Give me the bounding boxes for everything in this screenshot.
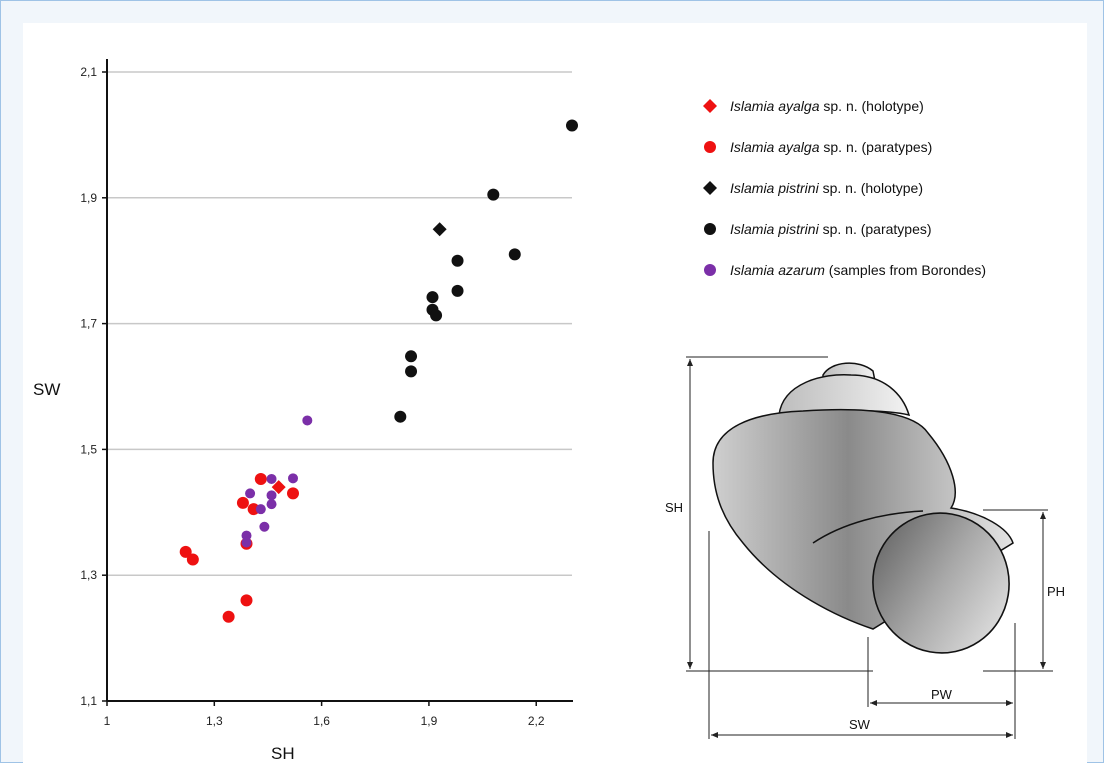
data-point	[430, 309, 443, 322]
sh-label: SH	[665, 500, 683, 515]
data-point	[451, 254, 464, 267]
data-point	[186, 553, 199, 566]
y-tick-label: 2,1	[80, 65, 97, 79]
shell-diagram: SH PH PW SW	[665, 356, 1065, 739]
data-point	[288, 473, 298, 484]
data-point	[426, 291, 439, 304]
y-tick-label: 1,5	[80, 442, 97, 456]
legend-entry-label: Islamia ayalga sp. n. (paratypes)	[730, 139, 932, 155]
data-point	[240, 594, 253, 607]
x-tick-label: 1	[104, 714, 111, 728]
pw-label: PW	[931, 687, 953, 702]
legend-marker	[704, 141, 716, 153]
y-tick-label: 1,3	[80, 568, 97, 582]
tick-labels: 1,1 1,3 1,5 1,7 1,9 2,1 1 1,3 1,6 1,9 2,2	[80, 65, 545, 728]
data-point	[566, 119, 578, 132]
grid-lines	[107, 71, 572, 576]
legend: Islamia ayalga sp. n. (holotype) Islamia …	[703, 98, 986, 278]
legend-entry-label: Islamia ayalga sp. n. (holotype)	[730, 98, 924, 114]
data-point	[266, 473, 277, 484]
data-point	[432, 222, 447, 237]
x-tick-label: 1,9	[421, 714, 438, 728]
legend-entry-label: Islamia azarum (samples from Borondes)	[730, 262, 986, 278]
data-point	[236, 496, 249, 509]
legend-entry-label: Islamia pistrini sp. n. (paratypes)	[730, 221, 932, 237]
data-point	[508, 248, 521, 261]
shell-suture	[812, 510, 924, 544]
data-point	[287, 487, 299, 500]
data-point	[487, 188, 500, 201]
shell-aperture	[872, 512, 1010, 654]
ph-label: PH	[1047, 584, 1065, 599]
x-tick-label: 1,3	[206, 714, 223, 728]
x-axis-title: SH	[271, 744, 295, 763]
data-point	[394, 410, 407, 423]
sw-label: SW	[849, 717, 871, 732]
data-point	[266, 490, 277, 501]
y-tick-label: 1,9	[80, 191, 97, 205]
y-tick-label: 1,1	[80, 694, 97, 708]
data-point	[254, 472, 267, 485]
data-point	[405, 365, 418, 378]
data-point	[245, 488, 256, 499]
data-point	[255, 504, 266, 515]
y-axis-title: SW	[33, 380, 60, 399]
data-point	[247, 503, 260, 516]
data-point	[259, 521, 270, 532]
legend-entry-label: Islamia pistrini sp. n. (holotype)	[730, 180, 923, 196]
x-tick-label: 1,6	[313, 714, 330, 728]
data-point	[271, 480, 286, 495]
data-point	[179, 545, 192, 558]
data-point	[405, 350, 418, 363]
data-point	[266, 499, 277, 510]
axes	[106, 59, 573, 702]
legend-marker	[703, 181, 717, 195]
legend-marker	[704, 264, 716, 276]
y-tick-label: 1,7	[80, 317, 97, 331]
legend-marker	[704, 223, 716, 235]
data-point	[241, 537, 252, 548]
legend-marker	[703, 99, 717, 113]
data-points	[179, 119, 578, 623]
figure-panel: 1,1 1,3 1,5 1,7 1,9 2,1 1 1,3 1,6 1,9 2,2 SH SW Is…	[23, 23, 1087, 764]
data-point	[241, 530, 252, 541]
data-point	[451, 284, 464, 297]
data-point	[302, 415, 313, 426]
data-point	[222, 610, 235, 623]
figure-svg: 1,1 1,3 1,5 1,7 1,9 2,1 1 1,3 1,6 1,9 2,2 SH SW Is…	[33, 59, 1065, 763]
x-tick-label: 2,2	[528, 714, 545, 728]
